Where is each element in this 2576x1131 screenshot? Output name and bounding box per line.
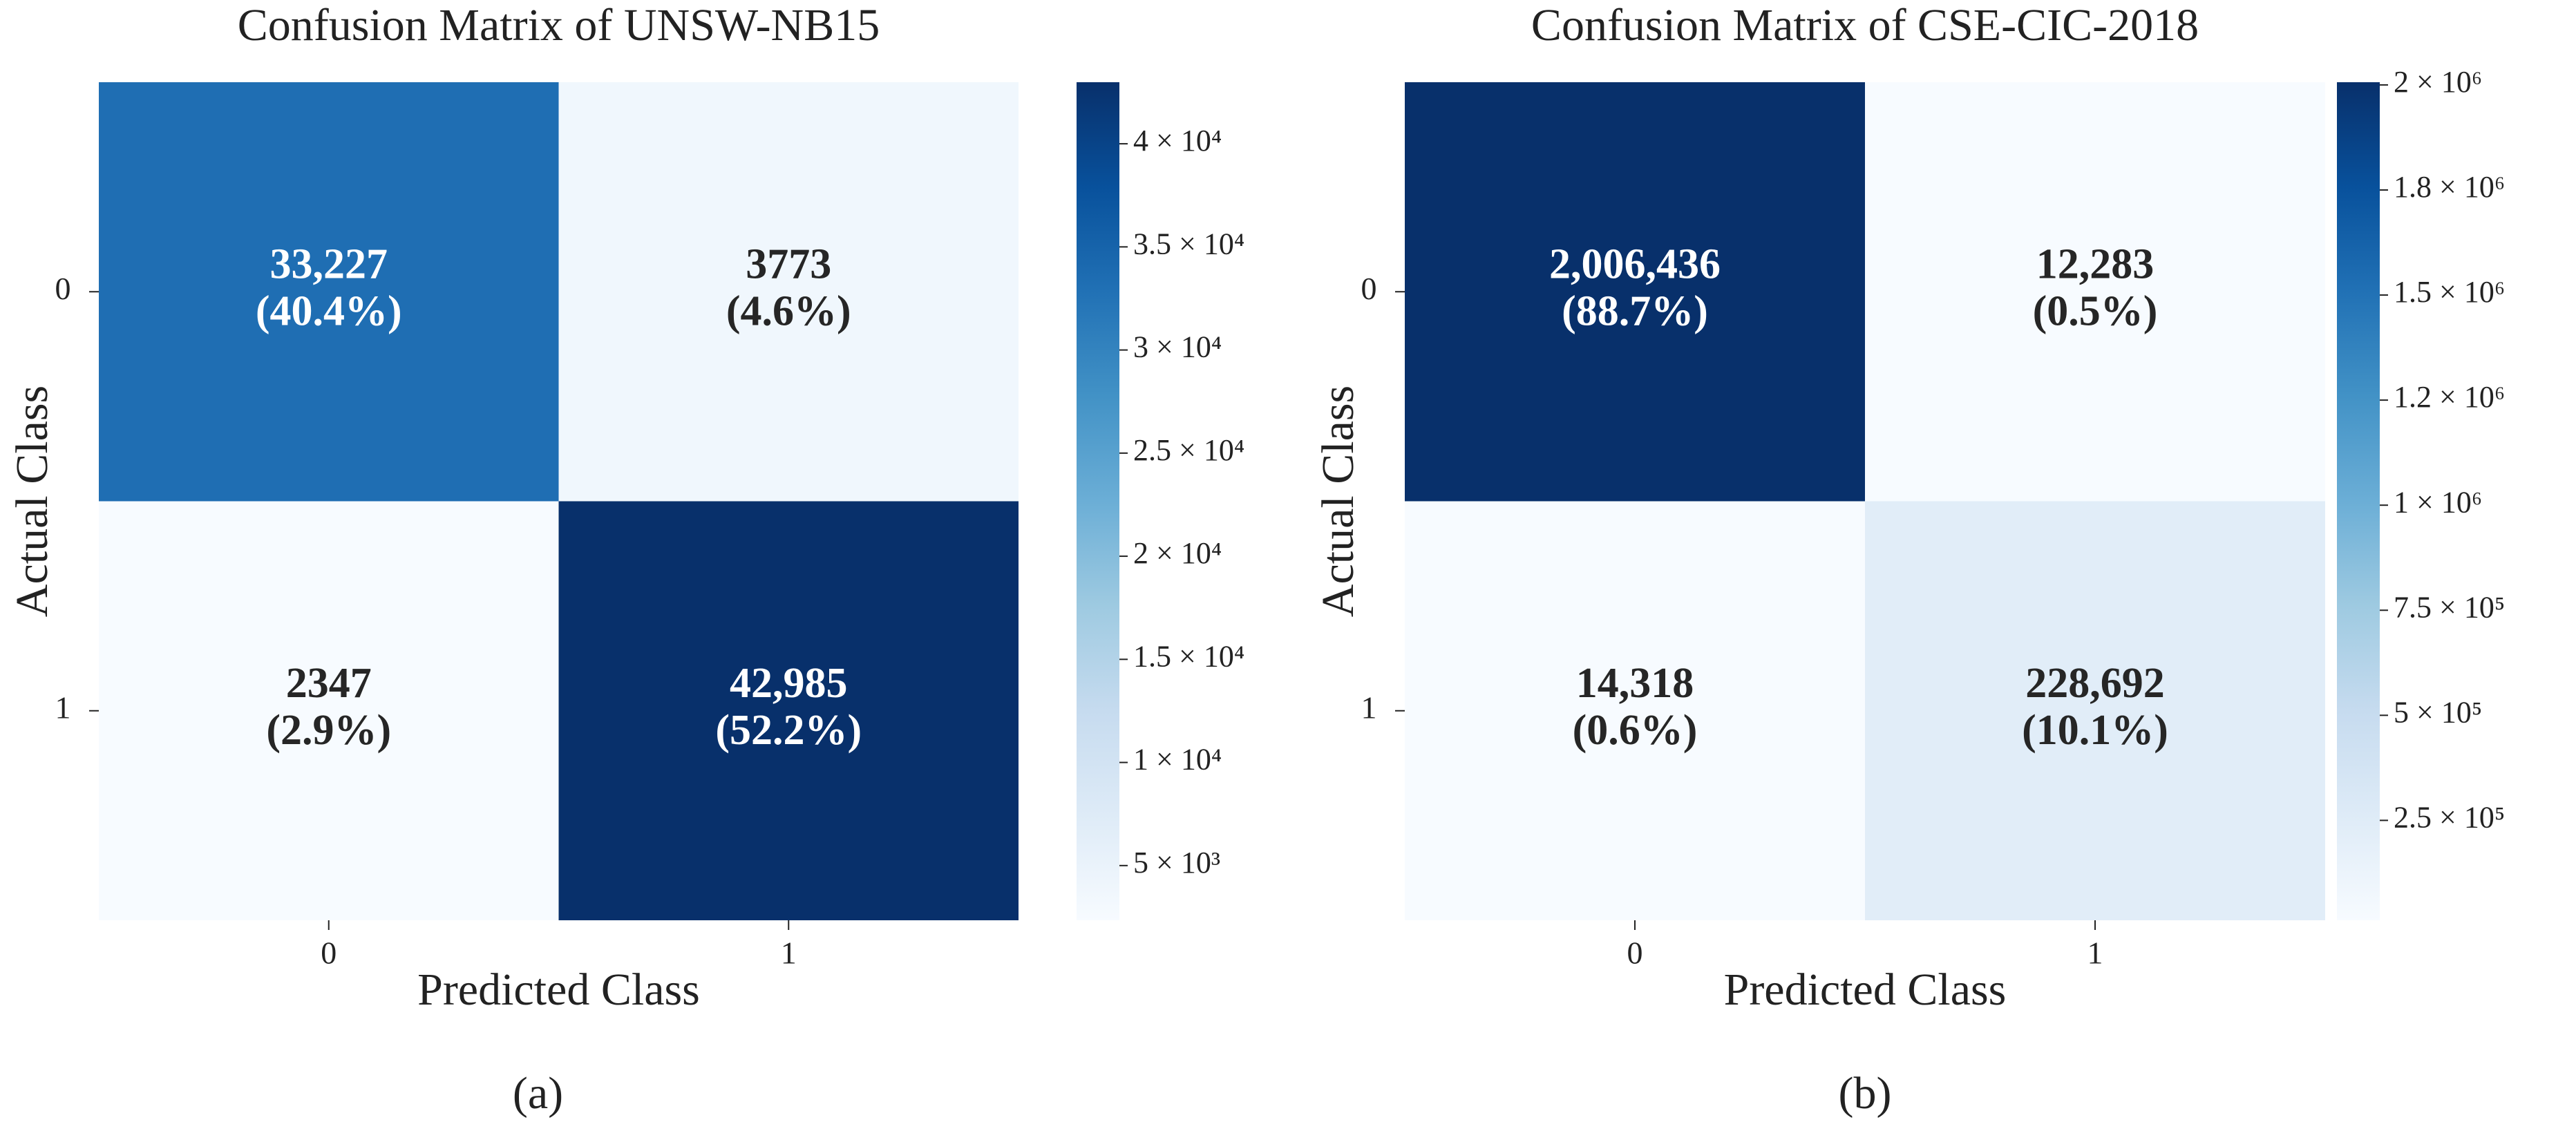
cell-percent-label: (2.9%) (266, 707, 391, 754)
colorbar-tick-label: 5 × 10³ (1133, 846, 1220, 880)
cell-value-label: 14,318 (1576, 660, 1694, 707)
cell-percent-label: (0.6%) (1573, 707, 1698, 754)
heatmap-cell (99, 501, 559, 920)
cell-percent-label: (4.6%) (726, 287, 851, 334)
x-tick-label: 0 (1627, 935, 1643, 971)
y-tick-label: 0 (55, 271, 71, 306)
colorbar-tick-label: 3.5 × 10⁴ (1133, 227, 1244, 260)
colorbar (2337, 82, 2380, 920)
cell-value-label: 2,006,436 (1549, 240, 1721, 287)
colorbar-tick-label: 1.5 × 10⁶ (2394, 275, 2505, 309)
y-tick-label: 1 (1361, 690, 1377, 725)
x-tick-label: 1 (2087, 935, 2103, 971)
cell-percent-label: (10.1%) (2022, 707, 2168, 754)
caption: (a) (513, 1068, 563, 1119)
cell-value-label: 2347 (286, 660, 372, 707)
cell-percent-label: (40.4%) (256, 287, 402, 334)
cell-percent-label: (52.2%) (715, 707, 862, 754)
cell-percent-label: (0.5%) (2033, 287, 2158, 334)
cell-value-label: 42,985 (730, 660, 848, 707)
cell-percent-label: (88.7%) (1562, 287, 1708, 334)
colorbar-tick-label: 4 × 10⁴ (1133, 124, 1222, 158)
colorbar-tick-label: 1 × 10⁶ (2394, 485, 2482, 519)
colorbar-tick-label: 2 × 10⁴ (1133, 536, 1222, 570)
colorbar-tick-label: 3 × 10⁴ (1133, 330, 1222, 364)
colorbar-tick-label: 1 × 10⁴ (1133, 743, 1222, 777)
y-axis-label: Actual Class (7, 386, 57, 617)
cell-value-label: 3773 (746, 240, 831, 287)
heatmap-cell (558, 501, 1019, 920)
colorbar (1077, 82, 1119, 920)
x-axis-label: Predicted Class (1724, 964, 2007, 1015)
colorbar-tick-label: 5 × 10⁵ (2394, 695, 2482, 729)
colorbar-tick-label: 2 × 10⁶ (2394, 65, 2482, 99)
colorbar-tick-label: 1.5 × 10⁴ (1133, 639, 1244, 673)
heatmap-cell (1865, 501, 2325, 920)
chart-title: Confusion Matrix of CSE-CIC-2018 (1531, 0, 2199, 50)
heatmap-cell (99, 82, 559, 502)
heatmap-cell (1405, 501, 1865, 920)
chart-title: Confusion Matrix of UNSW-NB15 (238, 0, 880, 50)
y-axis-label: Actual Class (1313, 386, 1363, 617)
x-axis-label: Predicted Class (417, 964, 700, 1015)
x-tick-label: 0 (321, 935, 337, 971)
cell-value-label: 228,692 (2025, 660, 2165, 707)
x-tick-label: 1 (781, 935, 797, 971)
cell-value-label: 33,227 (270, 240, 388, 287)
y-tick-label: 1 (55, 690, 71, 725)
colorbar-tick-label: 7.5 × 10⁵ (2394, 590, 2505, 624)
heatmap-cell (1865, 82, 2325, 502)
colorbar-tick-label: 2.5 × 10⁴ (1133, 433, 1244, 467)
colorbar-tick-label: 1.2 × 10⁶ (2394, 380, 2505, 414)
colorbar-tick-label: 1.8 × 10⁶ (2394, 170, 2505, 204)
caption: (b) (1839, 1068, 1892, 1119)
cell-value-label: 12,283 (2036, 240, 2154, 287)
y-tick-label: 0 (1361, 271, 1377, 306)
heatmap-cell (558, 82, 1019, 502)
colorbar-tick-label: 2.5 × 10⁵ (2394, 800, 2505, 834)
heatmap-cell (1405, 82, 1865, 502)
